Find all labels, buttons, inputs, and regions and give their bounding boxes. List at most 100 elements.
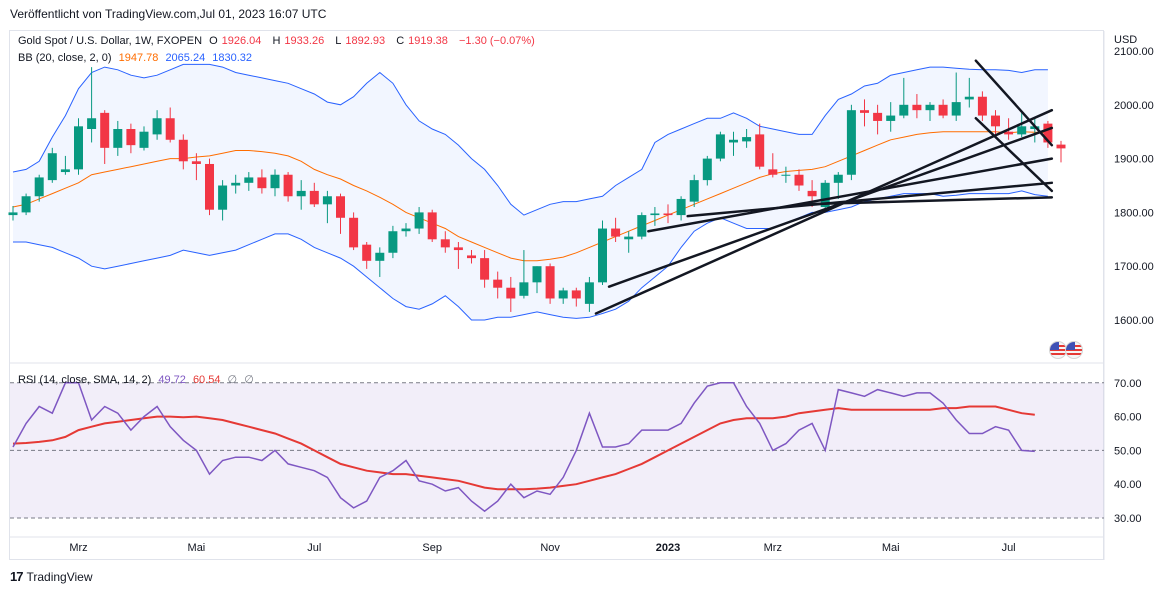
candle	[218, 180, 228, 221]
time-tick-label: Jul	[1002, 542, 1016, 554]
time-tick-label: Mrz	[764, 542, 782, 554]
candle	[453, 241, 463, 269]
candle	[991, 110, 1000, 135]
candle-body	[60, 169, 70, 173]
candle-body	[453, 247, 463, 251]
time-tick-label: Nov	[540, 542, 560, 554]
main-legend: Gold Spot / U.S. Dollar, 1W, FXOPEN O 192…	[18, 35, 539, 47]
candle-body	[218, 185, 228, 210]
candle-body	[846, 110, 856, 175]
trend-line	[797, 196, 1054, 206]
candle-body	[126, 129, 136, 146]
bb-legend: BB (20, close, 2, 0) 1947.78 2065.24 183…	[18, 52, 256, 64]
candle	[113, 120, 123, 156]
candle-body	[480, 258, 490, 280]
currency-label: USD	[1114, 34, 1138, 46]
candle	[309, 182, 319, 208]
candle-body	[951, 102, 961, 116]
price-tick-label: 1800.00	[1114, 207, 1154, 219]
bb-basis-value: 1947.78	[118, 52, 159, 64]
candle	[715, 131, 725, 162]
rsi-sma-line	[12, 405, 1035, 491]
candle-body	[231, 182, 241, 186]
candle	[427, 209, 437, 242]
candle	[21, 193, 31, 216]
candle	[624, 231, 634, 253]
candle	[506, 276, 516, 312]
candle	[401, 223, 411, 237]
bb-label: BB (20, close, 2, 0)	[18, 52, 112, 64]
candle	[663, 204, 673, 224]
candle-body	[493, 279, 503, 288]
candle	[480, 250, 490, 288]
close-label: C	[396, 35, 405, 47]
time-tick-label: Jul	[307, 542, 321, 554]
candle-body	[309, 190, 319, 205]
footer: 17 TradingView	[10, 569, 93, 584]
candle-body	[74, 126, 83, 170]
candle	[781, 166, 791, 183]
price-tick-label: 1700.00	[1114, 261, 1154, 273]
candle	[178, 134, 188, 170]
candle	[519, 250, 529, 299]
candle-body	[519, 282, 529, 296]
candle-body	[689, 180, 699, 202]
high-label: H	[272, 35, 281, 47]
rsi-legend: RSI (14, close, SMA, 14, 2) 49.72 60.54 …	[18, 373, 258, 386]
candle	[191, 153, 201, 181]
candle-body	[8, 212, 18, 216]
candle	[283, 172, 293, 202]
candle	[689, 174, 699, 208]
rsi-tick-label: 40.00	[1114, 479, 1142, 491]
candle-body	[571, 290, 581, 299]
candle-body	[349, 217, 359, 248]
symbol-label: Gold Spot / U.S. Dollar, 1W, FXOPEN	[18, 35, 203, 47]
candle	[899, 77, 909, 119]
candle	[794, 169, 804, 191]
candle-body	[322, 196, 332, 205]
candle-body	[1056, 144, 1066, 149]
rsi-line	[12, 382, 1035, 513]
ohlc-high: H 1933.26	[272, 35, 328, 47]
candle-body	[598, 228, 607, 283]
candle	[755, 123, 765, 170]
candle	[87, 67, 97, 143]
candle-body	[886, 115, 896, 121]
candle	[676, 196, 686, 221]
bb-upper-line	[12, 63, 1048, 216]
candle	[873, 104, 883, 135]
candle-body	[152, 118, 162, 135]
candle-body	[1017, 126, 1027, 135]
us-flag-icon[interactable]	[1065, 341, 1083, 359]
candle-body	[21, 196, 31, 213]
candle	[349, 212, 359, 251]
price-tick-label: 2000.00	[1114, 100, 1154, 112]
ohlc-close: C 1919.38	[396, 35, 452, 47]
candle	[532, 266, 542, 294]
open-label: O	[209, 35, 218, 47]
candle	[1043, 120, 1053, 148]
candle	[414, 207, 424, 234]
candle	[74, 118, 83, 175]
candle	[362, 241, 372, 269]
price-tick-label: 2100.00	[1114, 46, 1154, 58]
high-value: 1933.26	[284, 35, 325, 47]
candle-body	[977, 96, 987, 116]
candle-body	[165, 118, 175, 140]
candle	[270, 169, 280, 197]
candle	[742, 129, 752, 148]
candle-body	[362, 244, 372, 261]
candle-body	[650, 213, 660, 216]
rsi-tick-label: 30.00	[1114, 513, 1142, 525]
price-tick-label: 1600.00	[1114, 315, 1154, 327]
rsi-empty-icon: ∅	[244, 374, 254, 386]
time-tick-label: 2023	[656, 542, 680, 554]
rsi-tick-label: 70.00	[1114, 378, 1142, 390]
candle	[336, 193, 345, 234]
rsi-sma-value: 60.54	[192, 374, 221, 386]
candle-body	[991, 115, 1000, 127]
candle-body	[899, 104, 909, 116]
candle	[584, 276, 594, 312]
candle	[702, 155, 712, 186]
